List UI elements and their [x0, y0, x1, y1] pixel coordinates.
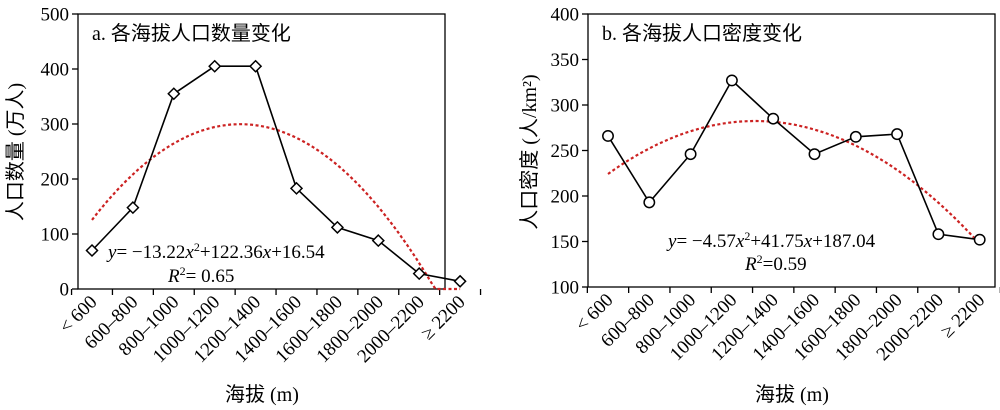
y-tick-label: 100: [551, 278, 580, 299]
data-point-marker: [126, 201, 140, 215]
r-squared-part: =0.59: [763, 254, 807, 275]
equation-part: −4.57: [692, 231, 736, 252]
equation-part: x: [184, 242, 194, 263]
r-squared-part: R: [167, 266, 180, 287]
chart-title: a. 各海拔人口数量变化: [92, 22, 291, 45]
equation-part: +122.36: [200, 242, 263, 263]
data-point-marker: [167, 87, 181, 101]
y-tick-label: 400: [551, 5, 580, 26]
series-line: [607, 79, 980, 241]
trend-curve: [91, 123, 461, 291]
plot-frame: [77, 13, 446, 290]
y-tick-label: 150: [551, 232, 580, 253]
data-point-marker: [371, 234, 385, 248]
r-squared-part: 2: [180, 264, 186, 278]
equation-part: +16.54: [271, 242, 325, 263]
r-squared: R2=0.59: [744, 252, 807, 275]
x-axis-title: 海拔 (m): [755, 383, 829, 406]
data-point-marker: [602, 129, 614, 142]
equation-part: −13.22: [132, 242, 185, 263]
equation-part: x: [262, 242, 272, 263]
y-tick-label: 100: [41, 225, 70, 246]
data-point-marker: [208, 59, 222, 73]
data-point-marker: [330, 220, 344, 234]
y-tick-label: 200: [41, 170, 70, 191]
x-category-label: ≥ 2200: [417, 292, 469, 344]
equation-part: =: [116, 242, 131, 263]
data-point-marker: [725, 74, 738, 87]
x-category-label: ≥ 2200: [937, 290, 989, 342]
data-point-marker: [289, 181, 304, 195]
data-point-marker: [891, 128, 904, 141]
data-point-marker: [412, 267, 426, 281]
y-tick-label: 350: [551, 50, 580, 71]
trend-curve: [607, 119, 981, 245]
data-point-marker: [808, 148, 821, 161]
data-point-marker: [767, 112, 780, 125]
equation-part: 2: [194, 240, 200, 254]
data-point-marker: [849, 130, 862, 143]
regression-equation: y= −13.22x2+122.36x+16.54: [106, 240, 325, 263]
y-tick-label: 400: [41, 60, 70, 81]
x-axis-title: 海拔 (m): [225, 383, 299, 406]
r-squared-part: 2: [757, 252, 763, 266]
equation-part: y: [666, 231, 677, 252]
y-tick-label: 300: [551, 96, 580, 117]
series-line: [91, 65, 461, 283]
equation-part: +41.75: [750, 231, 803, 252]
data-point-marker: [973, 233, 986, 246]
equation-part: x: [735, 231, 745, 252]
r-squared: R2= 0.65: [167, 264, 234, 287]
data-point-marker: [85, 243, 99, 258]
data-point-marker: [643, 196, 656, 209]
regression-equation: y= −4.57x2+41.75x+187.04: [666, 229, 876, 252]
y-axis-title: 人口数量 (万人): [4, 83, 27, 221]
equation-part: =: [676, 231, 691, 252]
equation-part: 2: [744, 229, 750, 243]
equation-part: +187.04: [812, 231, 875, 252]
equation-part: x: [803, 231, 813, 252]
r-squared-part: = 0.65: [186, 266, 235, 287]
data-point-marker: [453, 274, 467, 288]
chart-title: b. 各海拔人口密度变化: [602, 22, 802, 45]
y-tick-label: 200: [551, 187, 580, 208]
y-tick-label: 0: [60, 280, 70, 301]
r-squared-part: R: [744, 254, 757, 275]
data-point-marker: [932, 228, 945, 241]
equation-part: y: [106, 242, 117, 263]
y-tick-label: 500: [41, 5, 70, 26]
y-axis-title: 人口密度 (人/km²): [518, 74, 541, 229]
data-point-marker: [684, 148, 697, 161]
data-point-marker: [249, 59, 263, 73]
y-tick-label: 250: [551, 141, 580, 162]
y-tick-label: 300: [41, 115, 70, 136]
